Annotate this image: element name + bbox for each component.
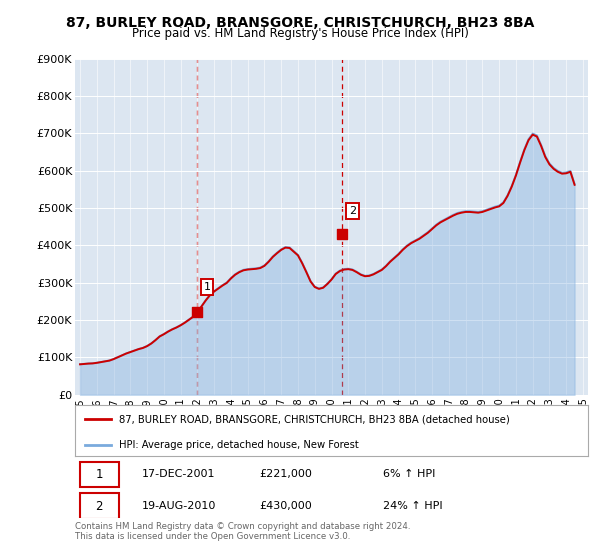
Text: 24% ↑ HPI: 24% ↑ HPI: [383, 501, 442, 511]
FancyBboxPatch shape: [80, 461, 119, 487]
Text: Contains HM Land Registry data © Crown copyright and database right 2024.
This d: Contains HM Land Registry data © Crown c…: [75, 522, 410, 542]
Text: HPI: Average price, detached house, New Forest: HPI: Average price, detached house, New …: [119, 440, 358, 450]
Text: 2: 2: [349, 206, 356, 216]
Text: 19-AUG-2010: 19-AUG-2010: [142, 501, 216, 511]
Text: Price paid vs. HM Land Registry's House Price Index (HPI): Price paid vs. HM Land Registry's House …: [131, 27, 469, 40]
Text: 6% ↑ HPI: 6% ↑ HPI: [383, 469, 435, 479]
Text: £430,000: £430,000: [260, 501, 313, 511]
Text: 1: 1: [203, 282, 211, 292]
Text: 1: 1: [95, 468, 103, 481]
Text: 87, BURLEY ROAD, BRANSGORE, CHRISTCHURCH, BH23 8BA (detached house): 87, BURLEY ROAD, BRANSGORE, CHRISTCHURCH…: [119, 414, 509, 424]
Text: 17-DEC-2001: 17-DEC-2001: [142, 469, 215, 479]
Text: £221,000: £221,000: [260, 469, 313, 479]
Point: [337, 230, 347, 239]
Point: [192, 308, 202, 317]
Text: 2: 2: [95, 500, 103, 513]
FancyBboxPatch shape: [80, 493, 119, 519]
Text: 87, BURLEY ROAD, BRANSGORE, CHRISTCHURCH, BH23 8BA: 87, BURLEY ROAD, BRANSGORE, CHRISTCHURCH…: [66, 16, 534, 30]
